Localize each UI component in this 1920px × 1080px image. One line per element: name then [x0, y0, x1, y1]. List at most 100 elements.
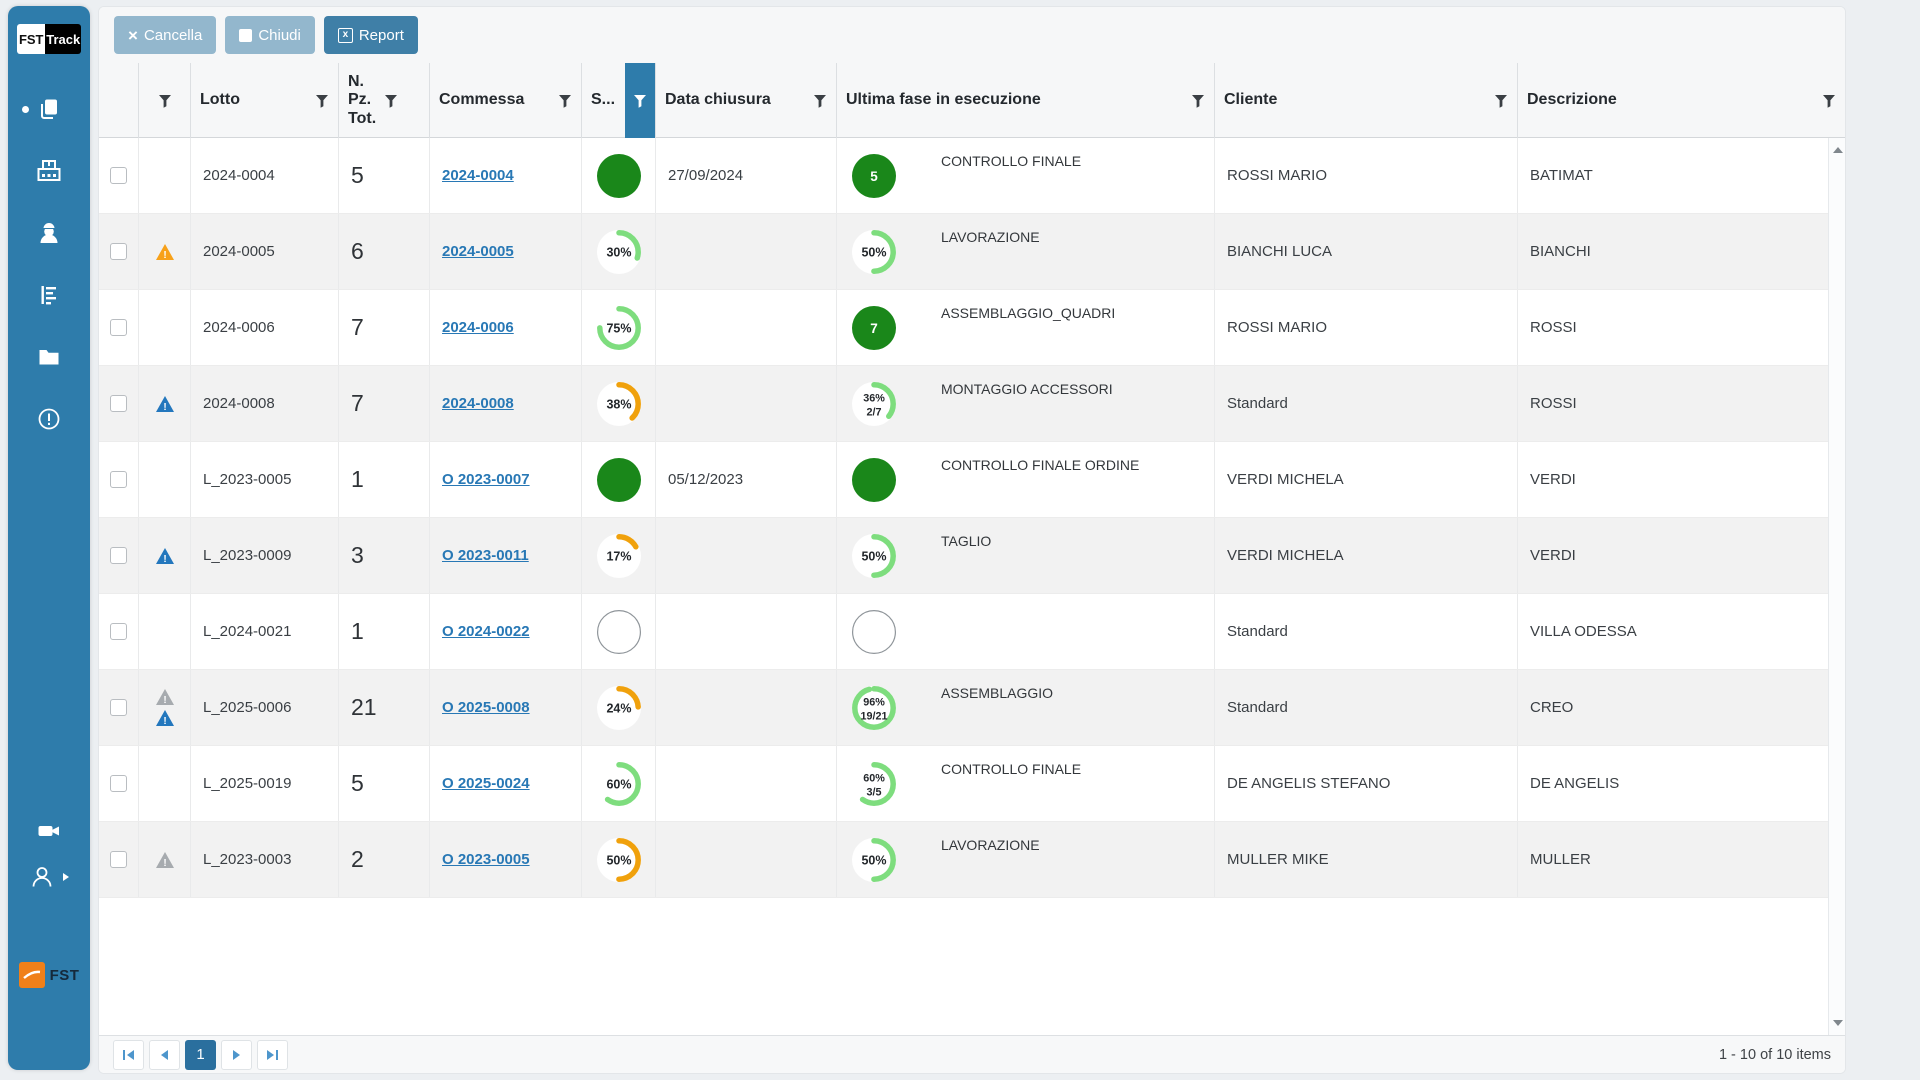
pieces-cell: 1 [339, 594, 430, 669]
sidebar-item-machines[interactable] [8, 158, 90, 184]
column-label: S... [591, 91, 616, 109]
phase-circle: 50% [852, 837, 896, 882]
commessa-link[interactable]: O 2025-0008 [442, 699, 530, 716]
row-checkbox[interactable] [110, 167, 127, 184]
lotto-cell: L_2025-0019 [191, 746, 339, 821]
cliente-cell: Standard [1215, 366, 1518, 441]
commessa-link[interactable]: O 2023-0005 [442, 851, 530, 868]
row-checkbox[interactable] [110, 395, 127, 412]
phase-label: LAVORAZIONE [941, 837, 1040, 853]
descrizione-cell: CREO [1530, 699, 1574, 716]
next-page-button[interactable] [221, 1039, 252, 1070]
filter-icon [1823, 94, 1835, 108]
warnings-cell [139, 594, 191, 669]
scroll-down-button[interactable] [1829, 1015, 1845, 1031]
close-button[interactable]: Chiudi [225, 16, 315, 54]
row-checkbox[interactable] [110, 775, 127, 792]
row-checkbox[interactable] [110, 547, 127, 564]
machine-icon [37, 160, 61, 181]
row-checkbox[interactable] [110, 851, 127, 868]
status-cell: 24% [582, 670, 656, 745]
sidebar-item-lots[interactable] [8, 96, 90, 122]
column-header-select [99, 63, 139, 138]
commessa-link[interactable]: O 2023-0007 [442, 471, 530, 488]
filter-button[interactable] [558, 94, 572, 108]
scroll-up-button[interactable] [1829, 142, 1845, 158]
status-cell: 17% [582, 518, 656, 593]
select-cell [99, 442, 139, 517]
column-header-cliente: Cliente [1215, 63, 1518, 138]
row-checkbox[interactable] [110, 623, 127, 640]
commessa-link[interactable]: O 2024-0022 [442, 623, 530, 640]
prev-page-button[interactable] [149, 1039, 180, 1070]
filter-button[interactable] [1494, 94, 1508, 108]
fst-footer-logo: FST [8, 958, 90, 992]
sidebar-item-documents[interactable] [8, 344, 90, 370]
sidebar-item-phases[interactable] [8, 282, 90, 308]
commessa-cell: O 2023-0007 [430, 442, 582, 517]
page-number-button[interactable]: 1 [185, 1039, 216, 1070]
filter-icon [559, 94, 571, 108]
commessa-link[interactable]: O 2025-0024 [442, 775, 530, 792]
column-label: N. Pz. Tot. [348, 72, 377, 127]
column-header-data_chiusura: Data chiusura [656, 63, 837, 138]
svg-text:50%: 50% [861, 853, 886, 867]
excel-icon: x [337, 27, 353, 43]
commessa-link[interactable]: 2024-0006 [442, 319, 514, 336]
svg-text:17%: 17% [606, 549, 631, 563]
warnings-cell: !! [139, 670, 191, 745]
sidebar-item-camera[interactable] [8, 818, 90, 844]
user-icon [32, 867, 51, 887]
warnings-cell: ! [139, 518, 191, 593]
warnings-cell [139, 138, 191, 213]
column-header-pieces: N. Pz. Tot. [339, 63, 430, 138]
data-grid: Lotto N. Pz. Tot. Commessa S... Data chiusur… [99, 63, 1845, 1035]
commessa-link[interactable]: O 2023-0011 [442, 547, 529, 564]
commessa-link[interactable]: 2024-0008 [442, 395, 514, 412]
filter-button[interactable] [384, 94, 398, 108]
select-cell [99, 822, 139, 897]
status-cell: 38% [582, 366, 656, 441]
svg-text:!: ! [163, 857, 166, 868]
cancel-button[interactable]: × Cancella [114, 16, 217, 54]
warnings-cell: ! [139, 214, 191, 289]
report-button[interactable]: x Report [323, 16, 418, 54]
filter-button[interactable] [158, 94, 172, 108]
grid-body: 2024-0004 5 2024-0004 27/09/2024 5 CONTROLLO … [99, 138, 1845, 898]
commessa-cell: 2024-0006 [430, 290, 582, 365]
last-page-icon [267, 1049, 274, 1060]
phase-circle: 7 [852, 305, 896, 350]
active-filter-button[interactable] [625, 63, 655, 138]
row-checkbox[interactable] [110, 243, 127, 260]
filter-button[interactable] [813, 94, 827, 108]
row-checkbox[interactable] [110, 471, 127, 488]
column-header-lotto: Lotto [191, 63, 339, 138]
filter-icon [316, 94, 328, 108]
cliente-cell: ROSSI MARIO [1215, 138, 1518, 213]
filter-icon [634, 94, 646, 108]
filter-icon [814, 94, 826, 108]
column-header-descrizione: Descrizione [1518, 63, 1845, 138]
filter-button[interactable] [315, 94, 329, 108]
sidebar-item-alerts[interactable] [8, 406, 90, 432]
table-row: 2024-0006 7 2024-0006 75% 7 ASSEMBLAGGIO_QUAD… [99, 290, 1845, 366]
arrow-up-icon [1832, 147, 1843, 153]
first-page-button[interactable] [113, 1039, 144, 1070]
filter-button[interactable] [1822, 94, 1836, 108]
cliente-cell: Standard [1215, 670, 1518, 745]
phase-cell: 96% 19/21 ASSEMBLAGGIO [837, 670, 1215, 745]
vertical-scrollbar[interactable] [1828, 138, 1845, 1035]
arrow-down-icon [1832, 1020, 1843, 1026]
sidebar-item-operators[interactable] [8, 220, 90, 246]
sidebar-item-user[interactable] [8, 862, 90, 892]
table-row: 2024-0004 5 2024-0004 27/09/2024 5 CONTROLLO … [99, 138, 1845, 214]
row-checkbox[interactable] [110, 319, 127, 336]
last-page-button[interactable] [257, 1039, 288, 1070]
commessa-link[interactable]: 2024-0005 [442, 243, 514, 260]
filter-button[interactable] [1191, 94, 1205, 108]
toolbar: × Cancella Chiudi x Report [99, 7, 1845, 63]
commessa-link[interactable]: 2024-0004 [442, 167, 514, 184]
grid-header-row: Lotto N. Pz. Tot. Commessa S... Data chiusur… [99, 63, 1845, 138]
row-checkbox[interactable] [110, 699, 127, 716]
svg-text:60%: 60% [863, 772, 885, 784]
